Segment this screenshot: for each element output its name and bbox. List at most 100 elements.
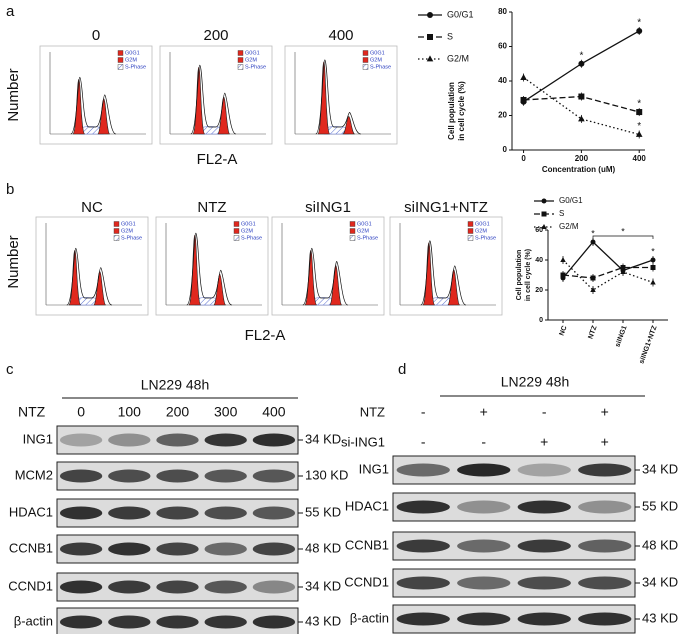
condition-sign: + <box>601 404 609 420</box>
g2m-peak <box>342 116 355 135</box>
band <box>204 580 247 594</box>
g0g1-peak <box>317 61 331 135</box>
legend-label: S-Phase <box>245 64 266 70</box>
legend-swatch <box>237 64 244 70</box>
condition-label: NTZ <box>360 404 385 419</box>
band <box>59 506 103 520</box>
fit-curve <box>186 232 232 306</box>
legend-label: G2M <box>125 57 137 63</box>
histogram-title: NC <box>81 199 103 216</box>
band <box>578 576 632 590</box>
histogram-frame <box>39 45 153 145</box>
band <box>457 500 511 514</box>
legend-label: S-Phase <box>121 235 142 241</box>
x-tick-label: siING1 <box>614 325 628 348</box>
band <box>204 542 247 556</box>
band <box>156 506 199 520</box>
lane-label: 100 <box>118 404 142 420</box>
legend-label: G2M <box>241 228 253 234</box>
protein-label: MCM2 <box>15 467 53 482</box>
histogram-frame <box>159 45 273 145</box>
fit-curve <box>302 247 349 306</box>
condition-sign: + <box>540 434 548 450</box>
protein-label: CCNB1 <box>345 537 389 552</box>
lane-label: 0 <box>77 404 85 420</box>
series-line <box>562 266 653 279</box>
g2m-peak <box>447 269 461 306</box>
size-label: 34 KD <box>642 461 678 476</box>
histogram-title: siING1 <box>305 199 351 216</box>
band <box>517 576 571 590</box>
band <box>156 542 199 556</box>
condition-sign: - <box>481 434 486 450</box>
legend-label: S <box>447 31 453 41</box>
histogram-title: 400 <box>328 27 353 44</box>
band <box>156 433 199 447</box>
y-axis-label: Cell population <box>447 82 456 140</box>
condition-sign: + <box>601 434 609 450</box>
band <box>578 463 632 477</box>
x-tick-label: 400 <box>633 154 647 163</box>
band <box>252 580 296 594</box>
legend-label: G0/G1 <box>559 196 583 205</box>
fit-curve <box>66 247 112 306</box>
band <box>252 506 296 520</box>
legend-label: G0G1 <box>125 50 140 56</box>
band <box>108 580 151 594</box>
fit-curve <box>315 59 361 135</box>
y-tick-label: 0 <box>503 145 508 154</box>
x-tick-label: NTZ <box>587 324 598 340</box>
protein-label: β-actin <box>350 610 389 625</box>
band <box>517 500 571 514</box>
band <box>457 576 511 590</box>
band <box>108 469 151 483</box>
legend-label: G2/M <box>447 53 469 63</box>
protein-label: ING1 <box>359 461 389 476</box>
band <box>396 500 450 514</box>
y-tick-label: 60 <box>498 42 507 51</box>
g2m-peak <box>329 265 343 306</box>
legend-marker <box>427 34 433 40</box>
legend-label: S-Phase <box>125 64 146 70</box>
axis-label: FL2-A <box>197 151 238 168</box>
band <box>156 469 199 483</box>
band <box>396 612 450 626</box>
size-label: 34 KD <box>305 431 341 446</box>
g0g1-peak <box>68 249 82 306</box>
legend-label: S-Phase <box>241 235 262 241</box>
panel-label: d <box>398 361 406 378</box>
legend-label: S-Phase <box>370 64 391 70</box>
band <box>59 542 103 556</box>
legend-swatch <box>113 221 120 227</box>
series-line <box>523 77 640 136</box>
protein-label: CCND1 <box>344 574 389 589</box>
legend-swatch <box>113 235 120 241</box>
histogram-title: siING1+NTZ <box>404 199 488 216</box>
band <box>204 615 247 629</box>
band <box>252 615 296 629</box>
histogram-title: NTZ <box>197 199 226 216</box>
legend-swatch <box>233 228 240 234</box>
legend-swatch <box>117 57 124 63</box>
legend-swatch <box>467 221 474 227</box>
band <box>252 542 296 556</box>
band <box>517 539 571 553</box>
legend-label: G2/M <box>559 222 579 231</box>
annotation: * <box>637 99 641 110</box>
x-axis-label: Concentration (uM) <box>542 165 616 174</box>
condition-sign: - <box>421 404 426 420</box>
series-line <box>562 259 654 291</box>
size-label: 43 KD <box>642 610 678 625</box>
legend-label: G0G1 <box>370 50 385 56</box>
annotation: * <box>637 18 641 29</box>
fit-curve <box>420 240 466 306</box>
legend-marker <box>541 224 547 229</box>
band <box>396 539 450 553</box>
lane-label: 400 <box>262 404 286 420</box>
condition-sign: + <box>480 404 488 420</box>
y-axis-label: in cell cycle (%) <box>457 81 466 141</box>
legend-marker <box>427 12 433 18</box>
legend-label: G2M <box>245 57 257 63</box>
band <box>252 433 296 447</box>
legend-label: G0G1 <box>475 221 490 227</box>
